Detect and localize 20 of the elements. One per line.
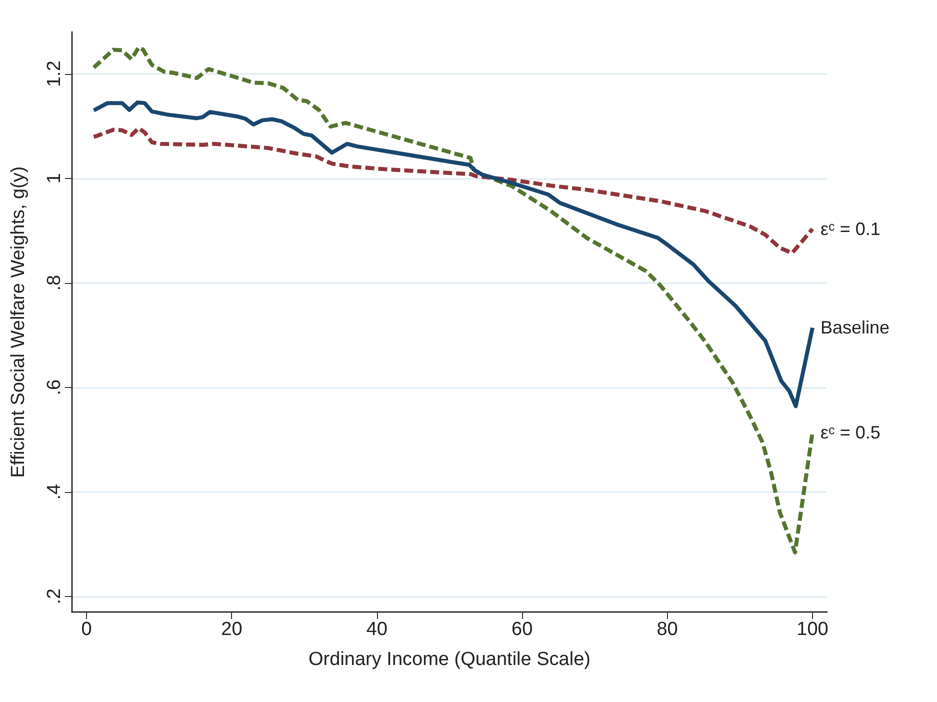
line-series — [92, 126, 814, 256]
y-tick-label: .6 — [44, 379, 65, 396]
x-axis-title: Ordinary Income (Quantile Scale) — [308, 649, 590, 670]
series-label: εᶜ = 0.5 — [820, 422, 880, 442]
x-tick-label: 80 — [656, 619, 678, 640]
y-tick-label: .8 — [44, 274, 65, 291]
y-tick-label: 1.2 — [44, 60, 65, 88]
line-series — [92, 100, 814, 408]
x-tick-label: 40 — [366, 619, 388, 640]
line-series — [92, 45, 814, 554]
x-tick-label: 60 — [512, 619, 533, 640]
series-label: εᶜ = 0.1 — [820, 218, 880, 239]
x-tick-label: 100 — [796, 619, 828, 640]
y-tick-label: 1 — [44, 173, 65, 184]
y-tick-label: .4 — [44, 483, 65, 500]
x-tick-label: 20 — [221, 619, 242, 640]
y-axis-title: Efficient Social Welfare Weights, g(y) — [8, 166, 29, 478]
y-tick-label: .2 — [44, 588, 65, 604]
series-label: Baseline — [820, 318, 890, 338]
x-tick-label: 0 — [81, 619, 92, 640]
